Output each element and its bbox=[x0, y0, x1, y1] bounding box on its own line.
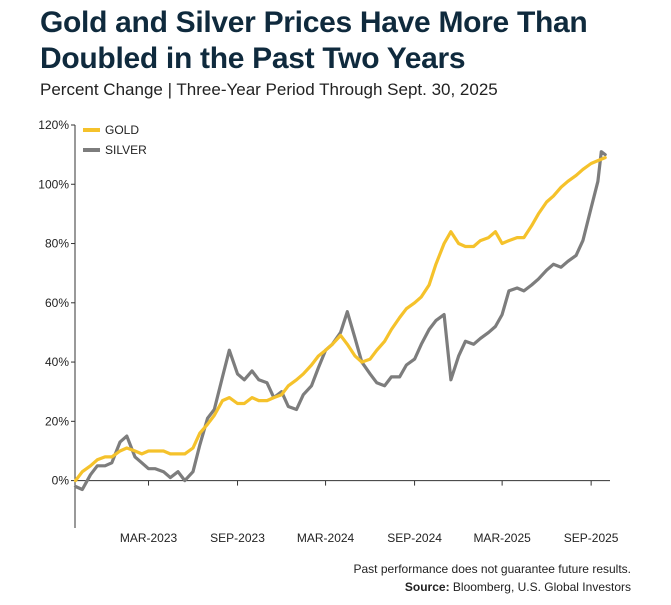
x-tick-label: SEP-2024 bbox=[387, 531, 442, 545]
gold-series-line bbox=[73, 156, 607, 483]
chart-title: Gold and Silver Prices Have More Than Do… bbox=[40, 5, 660, 77]
y-tick-label: 0% bbox=[52, 474, 70, 488]
chart-footnote: Past performance does not guarantee futu… bbox=[354, 560, 632, 596]
x-tick-label: MAR-2023 bbox=[120, 531, 178, 545]
chart-subtitle: Percent Change | Three-Year Period Throu… bbox=[40, 80, 498, 99]
chart-title-line-2: Doubled in the Past Two Years bbox=[40, 42, 466, 75]
x-tick-label: MAR-2024 bbox=[297, 531, 355, 545]
source-text: Source: Bloomberg, U.S. Global Investors bbox=[354, 578, 631, 596]
chart-legend: GOLD SILVER bbox=[83, 123, 147, 157]
chart-series-lines bbox=[73, 150, 607, 492]
y-tick-label: 60% bbox=[45, 296, 69, 310]
y-tick-label: 80% bbox=[45, 237, 69, 251]
chart-axes: 0% 20% 40% 60% 80% 100% 120% MAR-2023 SEP-2023 MA… bbox=[38, 118, 619, 545]
x-tick-label: SEP-2025 bbox=[564, 531, 619, 545]
disclaimer-text: Past performance does not guarantee futu… bbox=[353, 562, 632, 576]
line-chart: 0% 20% 40% 60% 80% 100% 120% MAR-2023 SEP-2023 MA… bbox=[38, 118, 619, 545]
legend-label-gold: GOLD bbox=[105, 123, 139, 137]
source-value: Bloomberg, U.S. Global Investors bbox=[449, 580, 631, 594]
y-tick-label: 120% bbox=[38, 118, 69, 132]
x-tick-label: SEP-2023 bbox=[210, 531, 265, 545]
source-label: Source: bbox=[404, 580, 450, 594]
chart-title-line-1: Gold and Silver Prices Have More Than bbox=[40, 6, 588, 39]
legend-label-silver: SILVER bbox=[105, 143, 147, 157]
x-tick-label: MAR-2025 bbox=[473, 531, 531, 545]
y-tick-label: 20% bbox=[45, 414, 69, 428]
silver-series-line bbox=[73, 150, 607, 492]
y-tick-label: 100% bbox=[38, 177, 69, 191]
y-tick-label: 40% bbox=[45, 355, 69, 369]
